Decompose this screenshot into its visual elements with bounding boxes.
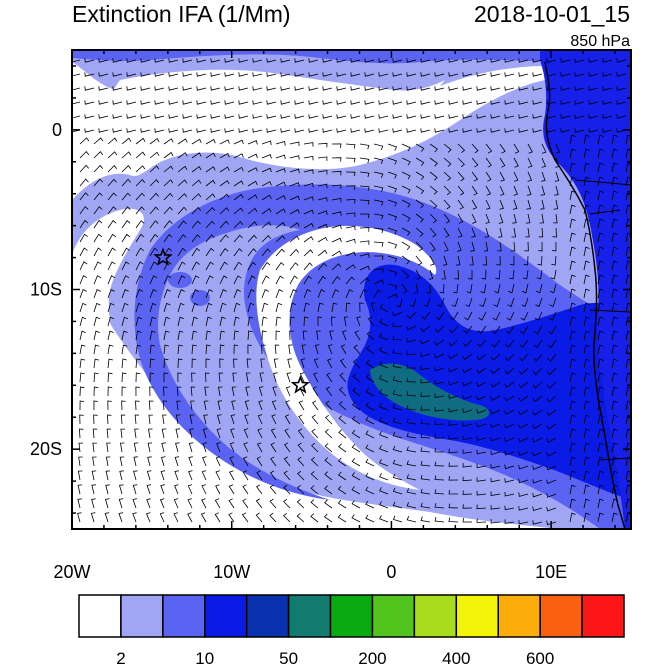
colorbar-swatch [245,594,290,638]
wind-barbs [72,58,631,526]
figure-datetime: 2018-10-01_15 [474,1,630,27]
y-tick-label: 20S [30,439,62,459]
extinction-field-clear-west [72,208,360,529]
colorbar-swatch [120,594,164,638]
colorbar-label: 400 [442,649,470,667]
colorbar-swatch [287,594,332,638]
extinction-field-clear-north [109,69,446,141]
colorbar-swatch [78,594,122,638]
x-tick-label: 10W [213,562,250,582]
axis-labels: 20W 10W 0 10E 0 10S 20S [30,120,567,582]
wind-barb-field [72,58,631,526]
colorbar: 2 10 50 200 400 600 [78,594,625,667]
colorbar-label: 2 [116,649,125,667]
extinction-field-clear-spiral [256,225,437,490]
star-marker-2 [290,375,311,394]
colorbar-swatch [455,594,499,638]
y-tick-label: 0 [52,120,62,140]
colorbar-swatch [497,594,541,638]
colorbar-swatch [413,594,458,638]
x-tick-label: 20W [53,562,90,582]
colorbar-swatch [539,594,583,638]
colorbar-label: 50 [279,649,298,667]
colorbar-swatch [581,594,625,638]
extinction-field-core-high [347,264,631,500]
extinction-field-peak [370,363,490,421]
colorbar-swatch [162,594,206,638]
axis-ticks [71,50,631,529]
extinction-field-top-band [72,50,560,64]
colorbar-swatch [204,594,248,638]
map-area [72,50,631,529]
colorbar-swatch [371,594,416,638]
star-marker-1 [153,247,173,266]
colorbar-label: 200 [358,649,386,667]
colorbar-label: 600 [526,649,554,667]
colorbar-swatch [329,594,374,638]
land-african-coast [540,50,631,529]
x-tick-label: 0 [386,562,396,582]
extinction-patch-west [190,290,210,306]
x-tick-label: 10E [535,562,567,582]
y-tick-label: 10S [30,280,62,300]
colorbar-label: 10 [195,649,214,667]
pressure-level-label: 850 hPa [570,33,630,50]
figure-title: Extinction IFA (1/Mm) [72,1,291,27]
markers [153,247,311,394]
coastline [544,61,626,529]
country-border [574,179,631,461]
